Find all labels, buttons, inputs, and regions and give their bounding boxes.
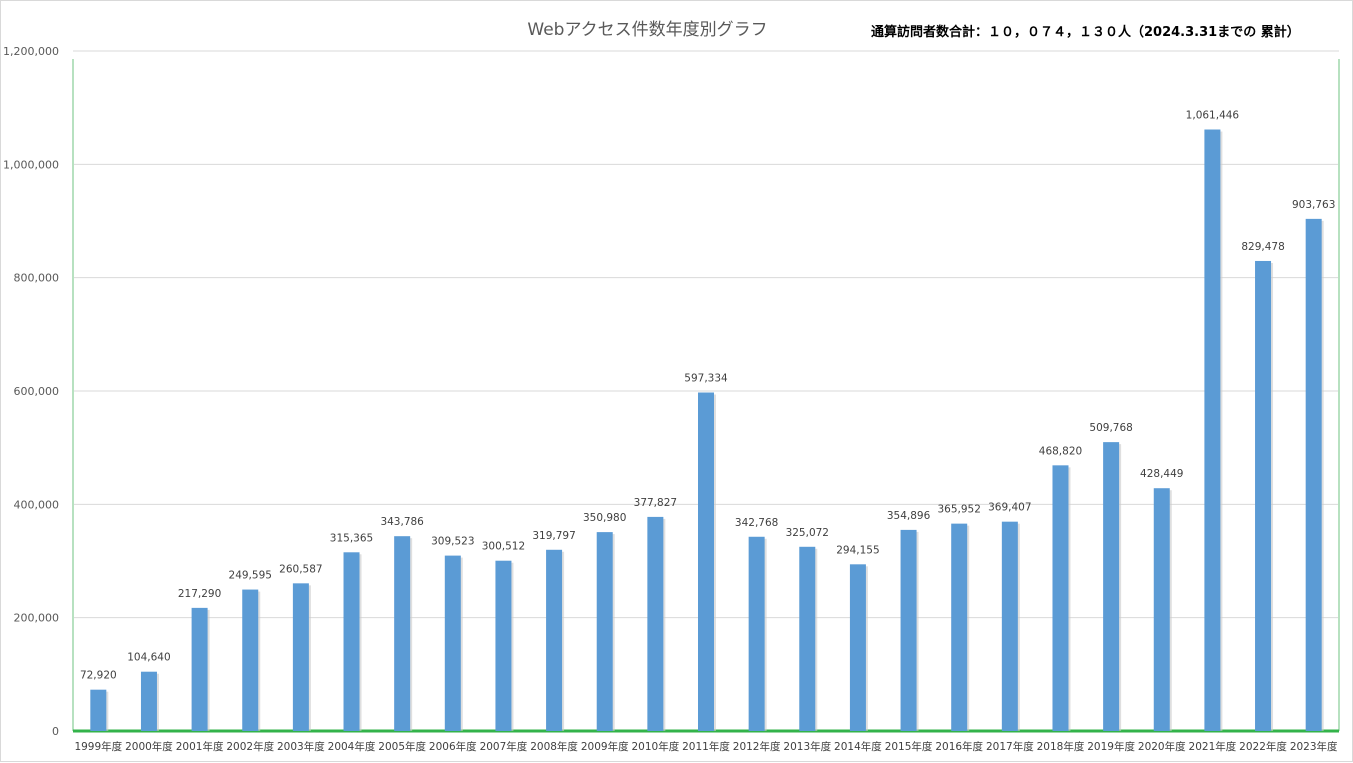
data-label: 597,334 — [684, 373, 728, 385]
x-tick-label: 2019年度 — [1087, 740, 1135, 753]
x-tick-label: 2012年度 — [733, 740, 781, 753]
y-tick-label: 1,200,000 — [3, 45, 59, 58]
data-label: 217,290 — [178, 588, 221, 600]
data-label: 1,061,446 — [1186, 110, 1240, 122]
bar — [951, 523, 968, 731]
chart-title: Webアクセス件数年度別グラフ — [527, 20, 768, 40]
x-tick-label: 2003年度 — [277, 740, 325, 753]
bar — [1153, 488, 1170, 731]
y-tick-label: 1,000,000 — [3, 158, 59, 171]
bar — [444, 555, 461, 731]
bar — [1255, 260, 1272, 731]
bar — [343, 552, 360, 731]
x-tick-label: 2016年度 — [935, 740, 983, 753]
bar — [1103, 442, 1120, 731]
data-label: 249,595 — [229, 570, 272, 582]
data-label: 903,763 — [1292, 199, 1335, 211]
bar — [546, 549, 563, 731]
y-tick-label: 200,000 — [14, 612, 60, 625]
x-tick-label: 2018年度 — [1037, 740, 1085, 753]
bar — [849, 564, 866, 731]
data-label: 365,952 — [937, 504, 980, 516]
x-tick-label: 2023年度 — [1290, 740, 1338, 753]
bar — [1204, 129, 1221, 732]
x-tick-label: 2004年度 — [328, 740, 376, 753]
data-label: 509,768 — [1089, 422, 1132, 434]
y-tick-label: 800,000 — [14, 272, 60, 285]
bar — [647, 516, 664, 731]
bar — [1001, 521, 1018, 731]
data-label: 350,980 — [583, 512, 626, 524]
data-label: 104,640 — [127, 652, 170, 664]
data-label: 294,155 — [836, 544, 879, 556]
bar — [90, 689, 107, 731]
data-label: 260,587 — [279, 563, 322, 575]
bar — [292, 583, 309, 731]
x-tick-label: 2020年度 — [1138, 740, 1186, 753]
bar — [394, 536, 411, 731]
data-label: 468,820 — [1039, 445, 1082, 457]
bar — [495, 560, 512, 731]
data-label: 315,365 — [330, 532, 373, 544]
data-label: 369,407 — [988, 502, 1031, 514]
x-tick-label: 2006年度 — [429, 740, 477, 753]
data-label: 319,797 — [532, 530, 575, 542]
bar — [1305, 218, 1322, 732]
data-label: 428,449 — [1140, 468, 1183, 480]
data-label: 342,768 — [735, 517, 778, 529]
y-tick-label: 400,000 — [14, 498, 60, 511]
x-tick-label: 2005年度 — [378, 740, 426, 753]
x-tick-label: 2015年度 — [885, 740, 933, 753]
total-visitors-note: 通算訪問者数合計：１０，０７４，１３０人（2024.3.31までの 累計） — [871, 25, 1300, 40]
x-tick-label: 2011年度 — [682, 740, 730, 753]
data-label: 829,478 — [1241, 241, 1284, 253]
x-tick-label: 2009年度 — [581, 740, 629, 753]
x-tick-label: 2013年度 — [783, 740, 831, 753]
y-tick-label: 0 — [52, 725, 59, 738]
bar — [191, 607, 208, 731]
x-tick-label: 2007年度 — [480, 740, 528, 753]
x-tick-label: 2022年度 — [1239, 740, 1287, 753]
data-label: 72,920 — [80, 670, 117, 682]
bar — [242, 589, 259, 731]
bar — [698, 392, 714, 731]
bar — [1052, 465, 1069, 731]
data-label: 377,827 — [634, 497, 677, 509]
x-tick-label: 2014年度 — [834, 740, 882, 753]
data-label: 354,896 — [887, 510, 931, 522]
x-tick-label: 2017年度 — [986, 740, 1034, 753]
x-tick-label: 2021年度 — [1189, 740, 1237, 753]
x-tick-label: 2001年度 — [176, 740, 224, 753]
bar — [748, 536, 765, 731]
x-tick-label: 2000年度 — [125, 740, 173, 753]
x-tick-label: 2008年度 — [530, 740, 578, 753]
x-tick-label: 2002年度 — [226, 740, 274, 753]
data-label: 325,072 — [786, 527, 829, 539]
x-tick-label: 2010年度 — [631, 740, 679, 753]
data-label: 343,786 — [380, 516, 424, 528]
data-label: 309,523 — [431, 536, 474, 548]
x-tick-label: 1999年度 — [74, 740, 122, 753]
y-tick-label: 600,000 — [14, 385, 60, 398]
bar — [140, 671, 157, 731]
bar — [900, 529, 917, 731]
data-label: 300,512 — [482, 541, 525, 553]
bar — [799, 546, 816, 731]
bar — [596, 532, 613, 731]
